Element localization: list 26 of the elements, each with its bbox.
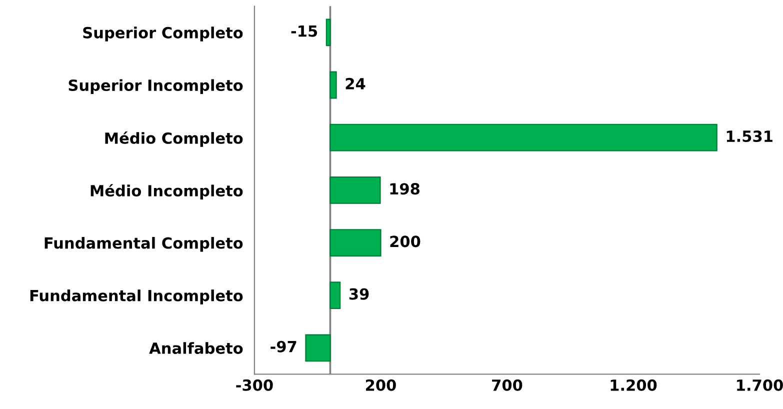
data-label: 200: [390, 236, 420, 248]
bar: [330, 229, 382, 256]
bar: [330, 282, 341, 310]
x-tick-label: 1.200: [610, 379, 657, 391]
y-tick-label: Superior Completo: [83, 26, 243, 42]
data-label: 24: [346, 78, 366, 90]
data-label: -15: [291, 26, 318, 37]
bar: [330, 176, 381, 204]
data-label: 1.531: [726, 130, 772, 142]
x-tick-label: 700: [492, 379, 522, 391]
y-tick-label: Superior Incompleto: [68, 79, 243, 94]
bar: [305, 334, 331, 362]
y-tick-label: Médio Completo: [105, 131, 243, 147]
bar: [330, 71, 337, 99]
data-label: -97: [270, 340, 296, 352]
data-label: 39: [349, 288, 369, 300]
x-tick-label: -300: [236, 379, 273, 391]
y-tick-label: Analfabeto: [149, 342, 243, 354]
x-tick-label: 1.700: [737, 379, 783, 391]
y-tick-label: Fundamental Completo: [44, 236, 243, 252]
y-tick-label: Médio Incompleto: [90, 184, 243, 200]
y-tick-label: Fundamental Incompleto: [30, 290, 243, 304]
bar: [326, 18, 331, 46]
bar: [330, 124, 718, 152]
x-tick-label: 200: [366, 379, 396, 391]
data-label: 198: [390, 183, 420, 195]
